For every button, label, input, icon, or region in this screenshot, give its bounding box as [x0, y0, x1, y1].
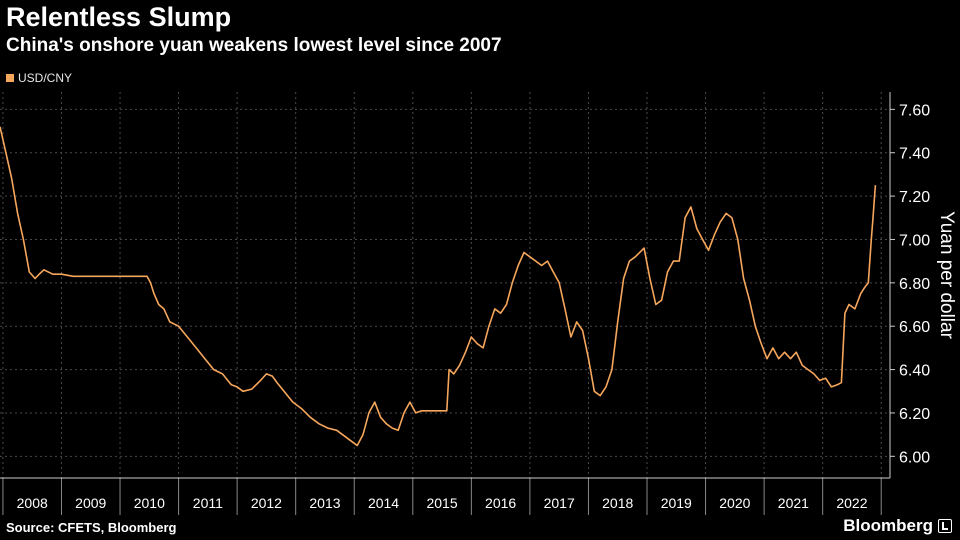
source-note: Source: CFETS, Bloomberg: [6, 520, 177, 535]
x-tick-label: 2010: [134, 495, 165, 511]
x-tick-label: 2013: [309, 495, 340, 511]
x-tick-label: 2018: [602, 495, 633, 511]
y-tick-label: 7.60: [899, 102, 930, 119]
x-tick-label: 2021: [778, 495, 809, 511]
y-tick-label: 7.00: [899, 232, 930, 249]
y-tick-label: 7.20: [899, 189, 930, 206]
legend-swatch: [6, 74, 14, 82]
badge-icon: [938, 519, 952, 533]
x-tick-label: 2014: [368, 495, 399, 511]
brand-name: Bloomberg: [843, 516, 933, 535]
y-tick-label: 7.40: [899, 146, 930, 163]
x-tick-label: 2012: [251, 495, 282, 511]
x-tick-label: 2022: [836, 495, 867, 511]
x-tick-label: 2017: [544, 495, 575, 511]
x-tick-label: 2019: [661, 495, 692, 511]
x-tick-label: 2020: [719, 495, 750, 511]
x-tick-label: 2008: [17, 495, 48, 511]
brand-logo: Bloomberg: [843, 516, 952, 536]
x-tick-label: 2016: [485, 495, 516, 511]
y-axis-title: Yuan per dollar: [936, 211, 957, 339]
y-tick-label: 6.40: [899, 363, 930, 380]
x-tick-label: 2009: [75, 495, 106, 511]
x-tick-label: 2011: [193, 495, 223, 511]
y-tick-label: 6.00: [899, 449, 930, 466]
y-tick-label: 6.80: [899, 276, 930, 293]
series-line-usd-cny: [0, 126, 877, 447]
chart-subtitle: China's onshore yuan weakens lowest leve…: [6, 35, 502, 56]
legend-label: USD/CNY: [18, 71, 73, 85]
legend: USD/CNY: [6, 71, 72, 85]
chart-title: Relentless Slump: [6, 2, 232, 32]
y-tick-label: 6.60: [899, 319, 930, 336]
y-tick-label: 6.20: [899, 406, 930, 423]
x-tick-label: 2015: [426, 495, 457, 511]
